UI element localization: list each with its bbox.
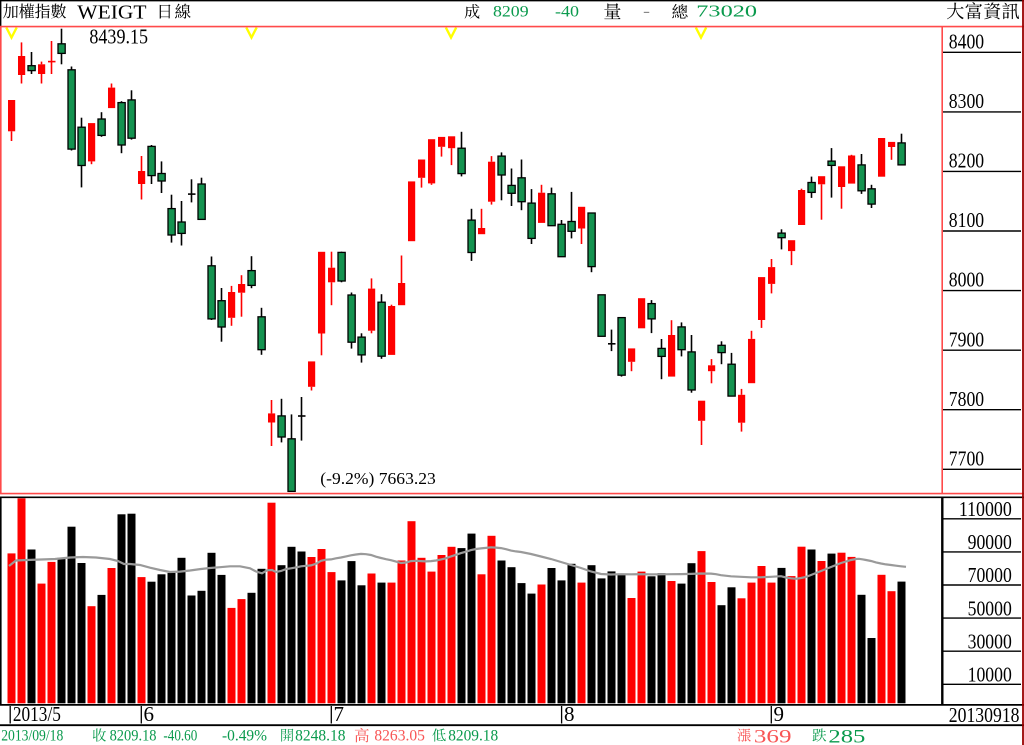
svg-text:8200: 8200 <box>949 149 984 173</box>
svg-text:369: 369 <box>754 727 792 745</box>
svg-text:-40.60: -40.60 <box>163 728 197 745</box>
svg-text:7700: 7700 <box>949 446 984 470</box>
svg-text:110000: 110000 <box>959 497 1012 521</box>
svg-text:8: 8 <box>564 702 575 726</box>
svg-text:2013/5: 2013/5 <box>13 702 61 726</box>
svg-text:-0.49%: -0.49% <box>222 728 267 745</box>
svg-text:90000: 90000 <box>968 530 1012 554</box>
svg-text:8263.05: 8263.05 <box>374 728 425 745</box>
svg-text:73020: 73020 <box>696 2 757 21</box>
svg-text:8248.18: 8248.18 <box>295 728 345 745</box>
svg-text:8209: 8209 <box>493 4 529 21</box>
svg-text:50000: 50000 <box>968 596 1012 620</box>
svg-text:7800: 7800 <box>949 387 984 411</box>
svg-text:10000: 10000 <box>968 663 1012 687</box>
svg-text:8100: 8100 <box>949 208 984 232</box>
svg-text:(-9.2%) 7663.23: (-9.2%) 7663.23 <box>320 469 436 488</box>
svg-text:8300: 8300 <box>949 89 984 113</box>
svg-text:9: 9 <box>774 702 785 726</box>
svg-text:8000: 8000 <box>949 268 984 292</box>
svg-text:-40: -40 <box>555 4 579 21</box>
svg-text:WEIGT: WEIGT <box>77 2 147 24</box>
svg-text:7900: 7900 <box>949 327 984 351</box>
svg-text:8439.15: 8439.15 <box>89 25 148 49</box>
svg-text:20130918: 20130918 <box>949 703 1020 727</box>
svg-text:8209.18: 8209.18 <box>110 728 157 745</box>
svg-text:7: 7 <box>334 702 345 726</box>
svg-text:8209.18: 8209.18 <box>448 728 498 745</box>
svg-text:8400: 8400 <box>949 29 984 53</box>
svg-text:70000: 70000 <box>968 563 1012 587</box>
svg-text:-: - <box>643 3 650 20</box>
svg-text:30000: 30000 <box>968 629 1012 653</box>
svg-text:6: 6 <box>144 702 155 726</box>
svg-text:285: 285 <box>828 727 865 745</box>
svg-text:2013/09/18: 2013/09/18 <box>1 728 63 745</box>
